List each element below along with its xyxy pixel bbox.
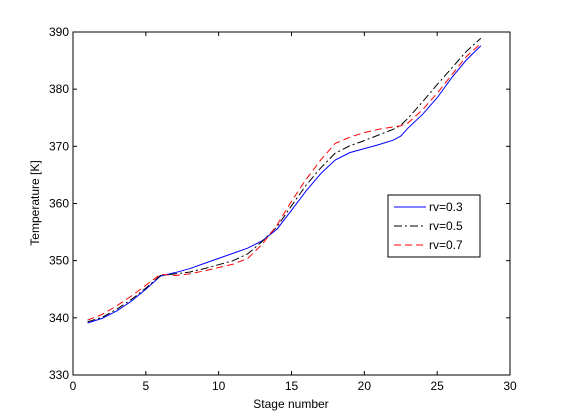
x-tick-label: 25 xyxy=(430,379,444,393)
y-tick-label: 330 xyxy=(49,368,69,382)
y-tick-label: 340 xyxy=(49,311,69,325)
series-line-2 xyxy=(87,37,482,323)
y-tick-label: 370 xyxy=(49,139,69,153)
x-tick-label: 15 xyxy=(285,379,299,393)
legend-box xyxy=(387,194,481,258)
x-tick-label: 20 xyxy=(358,379,372,393)
y-tick-label: 360 xyxy=(49,197,69,211)
x-tick-label: 30 xyxy=(503,379,517,393)
y-tick-label: 390 xyxy=(49,25,69,39)
y-tick-label: 380 xyxy=(49,82,69,96)
x-tick-label: 0 xyxy=(70,379,77,393)
legend-label-3: rv=0.7 xyxy=(429,238,463,252)
y-tick-label: 350 xyxy=(49,254,69,268)
series-line-3 xyxy=(87,43,482,321)
x-tick-label: 10 xyxy=(212,379,226,393)
series-layer xyxy=(87,37,482,324)
x-axis-title: Stage number xyxy=(253,397,328,411)
x-tick-label: 5 xyxy=(142,379,149,393)
tick-layer: 0 5 10 15 20 25 30 330 340 350 360 370 380 390 xyxy=(49,25,517,393)
series-line-1 xyxy=(87,45,482,324)
legend-label-1: rv=0.3 xyxy=(429,200,463,214)
y-axis-title: Temperature [K] xyxy=(28,160,42,245)
legend: rv=0.3 rv=0.5 rv=0.7 xyxy=(387,194,481,258)
legend-label-2: rv=0.5 xyxy=(429,219,463,233)
